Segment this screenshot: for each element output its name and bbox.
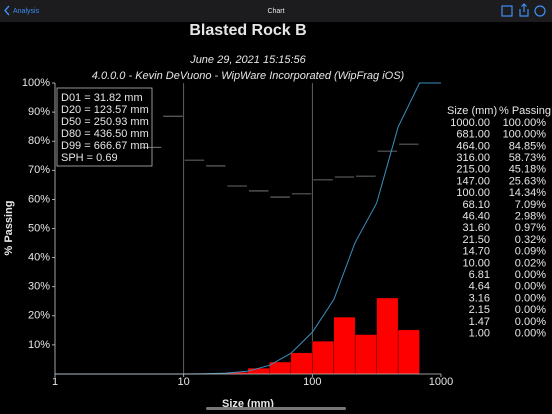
x-tick-label: 10 bbox=[178, 376, 190, 388]
bar bbox=[247, 368, 270, 375]
table-passing: 84.85% bbox=[509, 140, 547, 152]
y-tick-label: 100% bbox=[22, 77, 50, 89]
y-tick-label: 80% bbox=[28, 135, 50, 147]
table-passing: 0.00% bbox=[515, 269, 546, 281]
nav-background bbox=[0, 0, 552, 22]
y-axis-label: % Passing bbox=[3, 200, 15, 255]
table-passing: 58.73% bbox=[509, 152, 547, 164]
stats-box bbox=[56, 87, 153, 167]
table-passing: 100.00% bbox=[503, 129, 547, 141]
table-passing: 14.34% bbox=[509, 187, 547, 199]
table-passing: 0.02% bbox=[515, 257, 546, 269]
table-passing: 0.09% bbox=[515, 246, 546, 258]
stats-line: SPH = 0.69 bbox=[61, 152, 118, 164]
bar bbox=[354, 334, 377, 375]
table-passing: 7.09% bbox=[515, 199, 546, 211]
table-size: 1000.00 bbox=[450, 117, 490, 129]
back-button[interactable]: Analysis bbox=[13, 8, 40, 15]
table-passing: 0.00% bbox=[515, 316, 546, 328]
y-tick-label: 10% bbox=[28, 339, 50, 351]
chart-subtitle: June 29, 2021 15:15:56 bbox=[189, 54, 306, 66]
table-size: 2.15 bbox=[469, 304, 490, 316]
y-tick-label: 70% bbox=[28, 164, 50, 176]
table-size: 46.40 bbox=[462, 211, 490, 223]
scroll-indicator bbox=[206, 407, 346, 410]
stats-line: D50 = 250.93 mm bbox=[61, 116, 149, 128]
chart-title: Blasted Rock B bbox=[189, 22, 306, 39]
table-passing: 0.97% bbox=[515, 222, 546, 234]
y-tick-label: 90% bbox=[28, 106, 50, 118]
chart-subtitle: 4.0.0.0 - Kevin DeVuono - WipWare Incorp… bbox=[92, 70, 405, 82]
table-size: 10.00 bbox=[462, 257, 490, 269]
x-tick-label: 1000 bbox=[429, 376, 453, 388]
x-tick-label: 100 bbox=[303, 376, 321, 388]
back-chevron[interactable] bbox=[4, 5, 10, 16]
x-axis-label: Size (mm) bbox=[222, 398, 274, 410]
grid-icon[interactable] bbox=[501, 5, 513, 17]
table-passing: 0.32% bbox=[515, 234, 546, 246]
table-header: Size (mm) bbox=[447, 105, 497, 117]
table-size: 215.00 bbox=[456, 164, 490, 176]
table-size: 100.00 bbox=[456, 187, 490, 199]
stats-line: D20 = 123.57 mm bbox=[61, 104, 149, 116]
table-passing: 0.00% bbox=[515, 304, 546, 316]
y-tick-label: 20% bbox=[28, 310, 50, 322]
table-size: 14.70 bbox=[462, 246, 490, 258]
bar bbox=[290, 352, 313, 375]
settings-icon[interactable] bbox=[534, 5, 546, 17]
table-size: 464.00 bbox=[456, 140, 490, 152]
y-tick-label: 30% bbox=[28, 281, 50, 293]
table-size: 6.81 bbox=[469, 269, 490, 281]
bar bbox=[376, 297, 399, 375]
stats-line: D80 = 436.50 mm bbox=[61, 128, 149, 140]
table-size: 316.00 bbox=[456, 152, 490, 164]
table-passing: 100.00% bbox=[503, 117, 547, 129]
table-size: 31.60 bbox=[462, 222, 490, 234]
y-tick-label: 50% bbox=[28, 222, 50, 234]
table-passing: 45.18% bbox=[509, 164, 547, 176]
table-passing: 0.00% bbox=[515, 328, 546, 340]
table-header: % Passing bbox=[499, 105, 551, 117]
stats-line: D99 = 666.67 mm bbox=[61, 140, 149, 152]
table-size: 4.64 bbox=[469, 281, 490, 293]
nav-title: Chart bbox=[267, 8, 284, 15]
table-size: 147.00 bbox=[456, 175, 490, 187]
bar bbox=[312, 340, 335, 375]
table-passing: 0.00% bbox=[515, 281, 546, 293]
bar bbox=[333, 316, 356, 375]
y-tick-label: 40% bbox=[28, 252, 50, 264]
table-size: 1.00 bbox=[469, 328, 490, 340]
table-size: 1.47 bbox=[469, 316, 490, 328]
table-passing: 0.00% bbox=[515, 292, 546, 304]
table-passing: 2.98% bbox=[515, 211, 546, 223]
table-size: 68.10 bbox=[462, 199, 490, 211]
share-icon[interactable] bbox=[519, 3, 529, 17]
x-tick-label: 1 bbox=[52, 376, 58, 388]
table-passing: 25.63% bbox=[509, 175, 547, 187]
table-size: 3.16 bbox=[469, 292, 490, 304]
table-size: 21.50 bbox=[462, 234, 490, 246]
bar bbox=[397, 329, 420, 375]
nav-bar: Analysis Chart bbox=[0, 0, 552, 22]
y-tick-label: 60% bbox=[28, 193, 50, 205]
table-size: 681.00 bbox=[456, 129, 490, 141]
stats-line: D01 = 31.82 mm bbox=[61, 92, 143, 104]
